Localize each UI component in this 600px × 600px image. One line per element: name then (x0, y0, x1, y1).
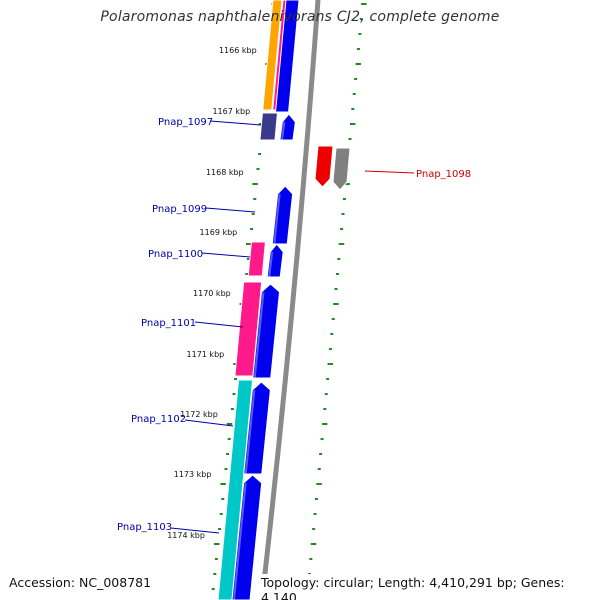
gene-pnap-1097-highlight (280, 121, 286, 141)
gene-pnap-1100 (266, 243, 284, 278)
kbp-label: 1171 kbp (187, 350, 225, 359)
gene-label-leader (194, 321, 244, 328)
kbp-label: 1173 kbp (174, 470, 212, 479)
gene-label-leader (170, 527, 220, 534)
kbp-label: 1168 kbp (206, 168, 244, 177)
kbp-label: 1166 kbp (219, 46, 257, 55)
kbp-labels: 1166 kbp 1167 kbp 1168 kbp 1169 kbp 1170 kbp… (167, 46, 256, 540)
gene-label-leader (205, 207, 256, 213)
gene-pnap-1100-pink (247, 241, 266, 277)
kbp-label: 1174 kbp (167, 531, 205, 540)
map-title: Polaromonas naphthalenivorans CJ2, compl… (100, 9, 500, 25)
backbone-line (259, 0, 321, 600)
gene-orange (262, 0, 283, 111)
gene-pnap-1097 (279, 113, 296, 141)
gene-pnap-1103-highlight (233, 482, 247, 600)
gene-labels: Pnap_1097 Pnap_1098 Pnap_1099 Pnap_1100 Pnap… (117, 117, 471, 534)
gene-blue-top (274, 0, 300, 113)
gene-label-leader (201, 252, 251, 258)
gene-pnap-1102 (243, 381, 271, 475)
accession-text: Accession: NC_008781 (7, 574, 154, 591)
gene-pnap-1098 (314, 145, 334, 188)
gene-pnap-1103 (231, 474, 263, 600)
gene-pnap-1099 (271, 185, 294, 245)
gene-label: Pnap_1098 (416, 169, 471, 180)
gene-pnap-1099-highlight (273, 193, 281, 245)
kbp-label: 1172 kbp (180, 410, 218, 419)
gene-label-leader (184, 419, 234, 427)
kbp-label: 1167 kbp (212, 107, 250, 116)
gene-label: Pnap_1102 (131, 414, 186, 425)
gene-cyan (217, 379, 254, 600)
gene-pnap-1101 (252, 283, 281, 379)
gene-label: Pnap_1100 (148, 249, 203, 260)
tick-marks-right (306, 3, 367, 590)
kbp-label: 1169 kbp (200, 228, 238, 237)
gene-pnap-1100-highlight (268, 251, 274, 278)
gene-label: Pnap_1099 (152, 204, 207, 215)
gene-pnap-1101-highlight (253, 291, 265, 379)
kbp-label: 1170 kbp (193, 289, 231, 298)
gene-pnap-1097-indigo (259, 112, 279, 141)
gene-label-leader (209, 120, 262, 126)
gene-pnap-1102-highlight (244, 389, 256, 475)
gene-label: Pnap_1097 (158, 117, 213, 128)
gene-label: Pnap_1103 (117, 522, 172, 533)
gene-gray (332, 147, 351, 191)
gene-features (217, 0, 351, 600)
gene-label-leader (364, 170, 415, 174)
gene-label: Pnap_1101 (141, 318, 196, 329)
topology-text: Topology: circular; Length: 4,410,291 bp… (259, 574, 600, 600)
